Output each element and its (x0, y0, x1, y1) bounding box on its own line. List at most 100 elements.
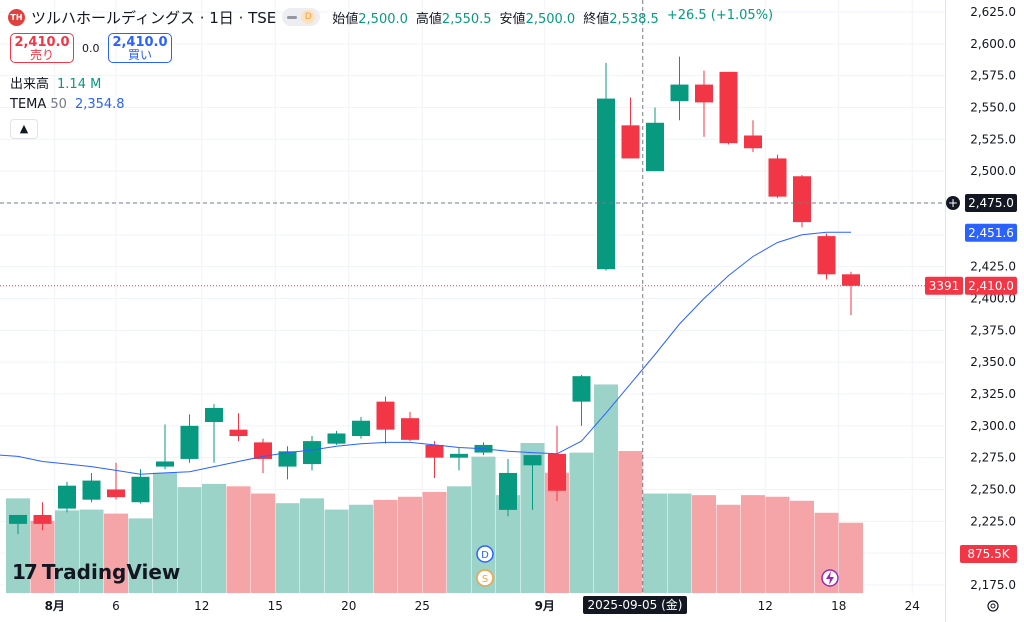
volume-bar (128, 518, 153, 593)
chevron-up-icon[interactable]: ▲ (10, 119, 38, 139)
volume-bars (6, 384, 863, 593)
candle-body (82, 480, 101, 500)
svg-text:+: + (948, 196, 958, 210)
x-tick-label: 12 (194, 599, 209, 613)
candle-body (523, 455, 542, 466)
tradingview-logo[interactable]: 17 TradingView (12, 560, 180, 584)
minus-icon (287, 15, 298, 19)
candle-body (621, 125, 640, 159)
y-tick-label: 2,525.0 (970, 132, 1016, 146)
close-value: 2,538.5 (609, 11, 659, 27)
x-tick-label: 25 (415, 599, 430, 613)
candle-body (107, 489, 125, 498)
candle-body (842, 274, 860, 286)
candle-body (352, 420, 370, 437)
volume-indicator[interactable]: 出来高 1.14 M (10, 73, 101, 92)
svg-text:2,451.6: 2,451.6 (968, 226, 1014, 240)
x-tick-label: 12 (758, 599, 773, 613)
spread-value: 0.0 (82, 42, 100, 55)
volume-bar (202, 483, 226, 593)
candle-body (9, 514, 27, 524)
volume-bar (275, 503, 300, 593)
buy-price: 2,410.0 (112, 35, 168, 50)
volume-bar (251, 493, 275, 593)
volume-bar (422, 491, 447, 593)
volume-bar (643, 493, 667, 593)
candle-body (58, 485, 76, 509)
tradingview-mark-icon: 17 (12, 560, 38, 584)
sell-button[interactable]: 2,410.0 売り (10, 33, 74, 63)
candle-body (670, 84, 689, 102)
symbol-logo-icon: TH (8, 8, 25, 26)
crosshair (0, 0, 945, 593)
volume-bar (839, 522, 863, 593)
candle-body (180, 425, 199, 459)
volume-bar (790, 500, 814, 593)
high-label: 高値 (415, 11, 442, 27)
event-badge: S (482, 574, 488, 585)
sell-label: 売り (29, 48, 54, 62)
tema-indicator[interactable]: TEMA 50 2,354.8 (10, 97, 125, 112)
buy-button[interactable]: 2,410.0 買い (108, 33, 172, 63)
event-badge: D (481, 550, 489, 561)
dividend-badge: D (301, 10, 316, 24)
candle-body (303, 441, 321, 465)
change-value: +26.5 (+1.05%) (666, 7, 774, 23)
volume-bar (104, 513, 128, 593)
volume-bar (300, 498, 324, 593)
symbol-title[interactable]: ツルハホールディングス · 1日 · TSE (31, 8, 277, 27)
svg-text:2,475.0: 2,475.0 (968, 196, 1014, 210)
candle-body (768, 158, 787, 197)
candle-body (131, 476, 150, 503)
settings-gear-icon (987, 600, 999, 612)
svg-text:2,410.0: 2,410.0 (968, 279, 1014, 293)
y-tick-label: 2,500.0 (970, 164, 1016, 178)
y-tick-label: 2,175.0 (970, 578, 1016, 592)
tema-price-label: 2,451.6 (965, 223, 1017, 242)
candle-body (597, 98, 615, 270)
axis-labels: 2,475.0 +2,451.6 2,410.0 3391 875.5K 2025-09-… (583, 194, 1017, 614)
last-price-label: 2,410.0 (965, 276, 1017, 295)
volume-bar (716, 504, 741, 593)
candle-body (229, 429, 248, 437)
y-tick-label: 2,400.0 (970, 292, 1016, 306)
tema-period: 50 (50, 97, 67, 112)
volume-bar (765, 496, 790, 593)
volume-bar (741, 495, 765, 593)
y-tick-label: 2,350.0 (970, 355, 1016, 369)
y-tick-label: 2,225.0 (970, 514, 1016, 528)
crosshair-date-label: 2025-09-05 (金) (583, 596, 687, 614)
volume-bar (667, 493, 692, 593)
low-label: 安値 (499, 11, 526, 27)
candle-body (817, 236, 836, 275)
volume-bar (30, 520, 55, 593)
candle-body (548, 453, 566, 491)
volume-bar (569, 452, 594, 593)
low-value: 2,500.0 (525, 11, 576, 27)
high-value: 2,550.5 (441, 11, 492, 27)
open-label: 始値 (332, 11, 359, 27)
candle-body (156, 461, 174, 467)
tradingview-wordmark: TradingView (41, 560, 181, 584)
volume-bar (153, 472, 177, 593)
volume-indicator-value: 1.14 M (57, 77, 102, 92)
candle-body (695, 84, 713, 103)
sell-price: 2,410.0 (14, 35, 70, 50)
status-toggle[interactable]: D (282, 8, 321, 26)
y-tick-label: 2,625.0 (970, 5, 1016, 19)
event-markers: DS (476, 545, 839, 587)
candle-body (450, 453, 468, 458)
volume-bar (692, 495, 716, 593)
volume-bar (398, 496, 422, 593)
x-tick-label: 6 (112, 599, 120, 613)
volume-bar (55, 510, 79, 593)
y-tick-label: 2,250.0 (970, 483, 1016, 497)
candle-body (744, 135, 762, 149)
candle-body (793, 176, 811, 223)
candle-body (327, 433, 346, 444)
event-marker: S (476, 569, 494, 587)
candle-body (33, 514, 52, 524)
candle-body (425, 444, 444, 458)
x-tick-label: 18 (831, 599, 846, 613)
